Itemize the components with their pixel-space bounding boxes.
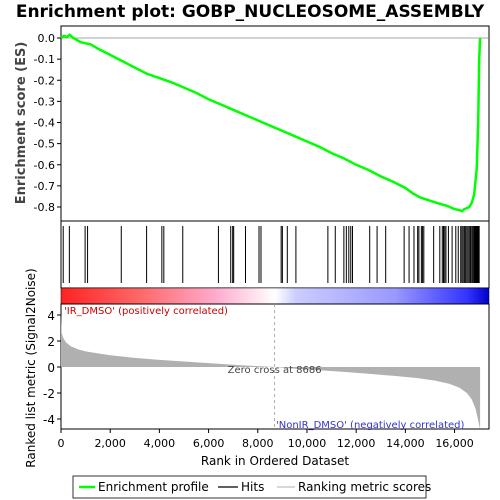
es-y-tick-label: -0.7 [34, 180, 55, 193]
x-tick-label: 2,000 [94, 437, 126, 450]
metric-y-tick-label: 2 [47, 335, 55, 349]
x-tick-label: 12,000 [337, 437, 376, 450]
metric-y-axis-label: Ranked list metric (Signal2Noise) [24, 268, 38, 467]
legend-label-enrichment: Enrichment profile [98, 480, 209, 494]
x-axis-label: Rank in Ordered Dataset [201, 454, 349, 468]
metric-y-tick-label: -4 [43, 413, 55, 427]
es-y-tick-label: -0.5 [34, 138, 55, 151]
positive-correlation-label: 'IR_DMSO' (positively correlated) [64, 306, 228, 317]
x-tick-label: 6,000 [193, 437, 225, 450]
hits-marks [62, 226, 480, 283]
es-y-tick-label: -0.6 [34, 159, 55, 172]
enrichment-profile-line [60, 33, 482, 213]
legend-label-metric: Ranking metric scores [298, 480, 431, 494]
negative-correlation-label: 'NonIR_DMSO' (negatively correlated) [276, 420, 464, 431]
x-axis: 0 2,000 4,000 6,000 8,000 10,000 12,000 14,000 1… [58, 429, 474, 450]
x-tick-label: 0 [58, 437, 65, 450]
legend-box [72, 475, 427, 499]
es-y-tick-label: -0.3 [34, 95, 55, 108]
x-tick-label: 8,000 [242, 437, 274, 450]
x-tick-label: 10,000 [288, 437, 327, 450]
metric-y-axis: 4 2 0 -2 -4 [43, 309, 61, 427]
zero-cross-label: Zero cross at 8686 [228, 365, 322, 376]
x-tick-label: 16,000 [435, 437, 474, 450]
es-y-axis: 0.0 -0.1 -0.2 -0.3 -0.4 -0.5 -0.6 -0.7 -0.8 [34, 32, 61, 214]
es-y-tick-label: -0.2 [34, 74, 55, 87]
metric-y-tick-label: 4 [47, 309, 55, 323]
es-plot-frame [60, 25, 490, 222]
x-tick-label: 14,000 [386, 437, 425, 450]
es-y-tick-label: -0.8 [34, 201, 55, 214]
es-y-axis-label: Enrichment score (ES) [14, 42, 29, 205]
es-y-tick-label: 0.0 [38, 32, 56, 45]
hits-panel-frame [60, 220, 490, 289]
chart-title: Enrichment plot: GOBP_NUCLEOSOME_ASSEMBL… [16, 2, 485, 22]
ranking-metric-area [61, 315, 481, 430]
es-y-tick-label: -0.1 [34, 53, 55, 66]
rank-color-bar [60, 287, 490, 305]
x-tick-label: 4,000 [144, 437, 176, 450]
metric-y-tick-label: -2 [43, 387, 55, 401]
legend-label-hits: Hits [241, 480, 264, 494]
es-y-tick-label: -0.4 [34, 117, 55, 130]
metric-y-tick-label: 0 [47, 361, 55, 375]
